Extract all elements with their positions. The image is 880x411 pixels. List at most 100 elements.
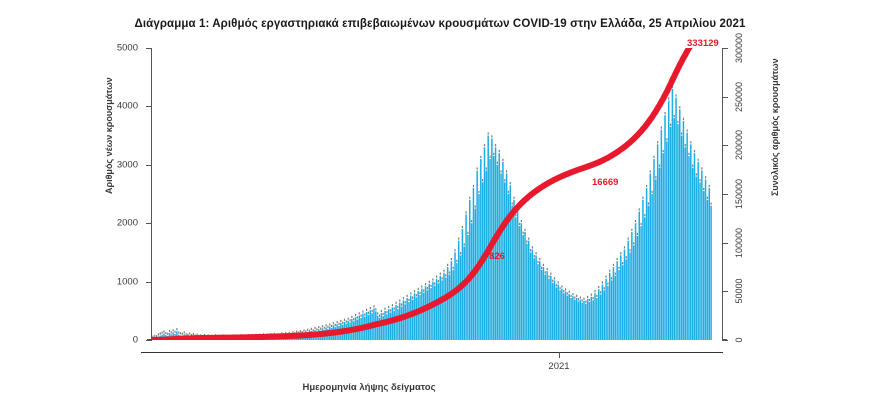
bar: [691, 167, 694, 340]
bar-value-label: [625, 256, 627, 259]
bar: [430, 288, 432, 340]
bar: [642, 199, 644, 340]
bar-value-label: [601, 281, 603, 284]
bar-value-label: [576, 294, 578, 297]
bar: [649, 173, 652, 340]
bar: [421, 288, 423, 340]
bar: [432, 281, 434, 340]
bar-value-label: [605, 275, 607, 278]
bar-value-label: [596, 294, 598, 297]
y-axis-left-tick-label: 5000: [116, 42, 138, 54]
bar-value-label: [574, 296, 576, 299]
bar: [456, 262, 458, 340]
bar-value-label: [185, 333, 187, 336]
bar-value-label: [638, 208, 640, 211]
bar: [520, 223, 523, 340]
bar: [467, 234, 469, 340]
bar-value-label: [439, 272, 441, 275]
bar: [550, 275, 552, 340]
bar-value-label: [651, 190, 653, 193]
bar: [632, 245, 635, 340]
y-axis-right-tick-label: 150000: [734, 178, 744, 210]
bar-value-label: [496, 161, 498, 164]
bar: [417, 290, 419, 340]
bar-value-label: [526, 240, 528, 243]
bar-value-label: [673, 114, 675, 118]
bar-value-label: [609, 269, 611, 272]
bar-value-label: [681, 132, 683, 135]
bar: [526, 243, 528, 340]
bar: [448, 274, 451, 340]
y-axis-right-tick: [722, 291, 728, 293]
bar: [583, 300, 585, 340]
bar-value-label: [373, 305, 375, 308]
bar-value-label: [327, 325, 329, 328]
bar-value-label: [465, 211, 467, 214]
bar-value-label: [358, 312, 360, 315]
bar-value-label: [524, 228, 526, 231]
bar: [690, 144, 692, 340]
bar: [607, 285, 609, 340]
bar-value-label: [305, 330, 307, 333]
bar-value-label: [541, 266, 543, 269]
bar-value-label: [682, 117, 685, 120]
x-axis-tick: [559, 352, 560, 358]
bar: [655, 179, 657, 340]
bar: [439, 275, 442, 340]
bar-value-label: [428, 280, 430, 283]
page-title: Διάγραμμα 1: Αριθμός εργαστηριακά επιβεβ…: [134, 18, 746, 30]
bar-value-label: [168, 329, 171, 332]
bar-value-label: [476, 167, 478, 170]
bar: [391, 307, 394, 340]
bar-value-label: [563, 290, 565, 293]
bar-value-label: [351, 315, 353, 318]
bar-value-label: [402, 297, 405, 300]
bar: [645, 188, 648, 340]
bar-value-label: [518, 222, 521, 226]
bar-value-label: [382, 312, 384, 316]
bar-value-label: [437, 280, 440, 283]
bar: [618, 269, 620, 340]
bar-value-label: [622, 262, 624, 265]
bar-value-label: [623, 246, 626, 249]
bar: [544, 274, 547, 340]
bar: [620, 255, 622, 340]
bar-value-label: [404, 301, 406, 304]
bar: [410, 295, 412, 340]
bar-value-label: [450, 257, 452, 261]
bar-value-label: [161, 331, 163, 334]
bar-value-label: [588, 298, 591, 302]
bar-value-label: [292, 331, 294, 334]
bar-value-label: [555, 284, 557, 287]
y-axis-left-tick: [146, 281, 152, 283]
bar: [496, 164, 499, 340]
bar-value-label: [561, 285, 563, 288]
bar-value-label: [572, 293, 574, 296]
bar-value-label: [312, 329, 314, 332]
bar-value-label: [668, 97, 670, 100]
bar-value-label: [498, 149, 500, 153]
bar: [511, 205, 513, 340]
bar-value-label: [646, 184, 648, 188]
bar-value-label: [448, 271, 451, 274]
bar: [434, 285, 436, 340]
bar: [592, 300, 594, 340]
bar: [426, 290, 429, 340]
bar-value-label: [375, 308, 377, 311]
bar-value-label: [489, 155, 491, 158]
bar: [487, 135, 489, 340]
bar-value-label: [174, 330, 176, 333]
bar-value-label: [369, 307, 371, 310]
bar-value-label: [179, 332, 182, 335]
bar: [693, 153, 696, 340]
bar-value-label: [520, 220, 522, 223]
bar: [699, 182, 701, 340]
bar: [393, 310, 395, 340]
bar-value-label: [170, 331, 172, 334]
bar-value-label: [434, 282, 436, 285]
bar: [679, 109, 681, 340]
plot-clip: [152, 48, 712, 340]
bar-value-label: [371, 309, 373, 313]
bar-value-label: [347, 317, 349, 320]
bar-value-label: [566, 292, 568, 295]
